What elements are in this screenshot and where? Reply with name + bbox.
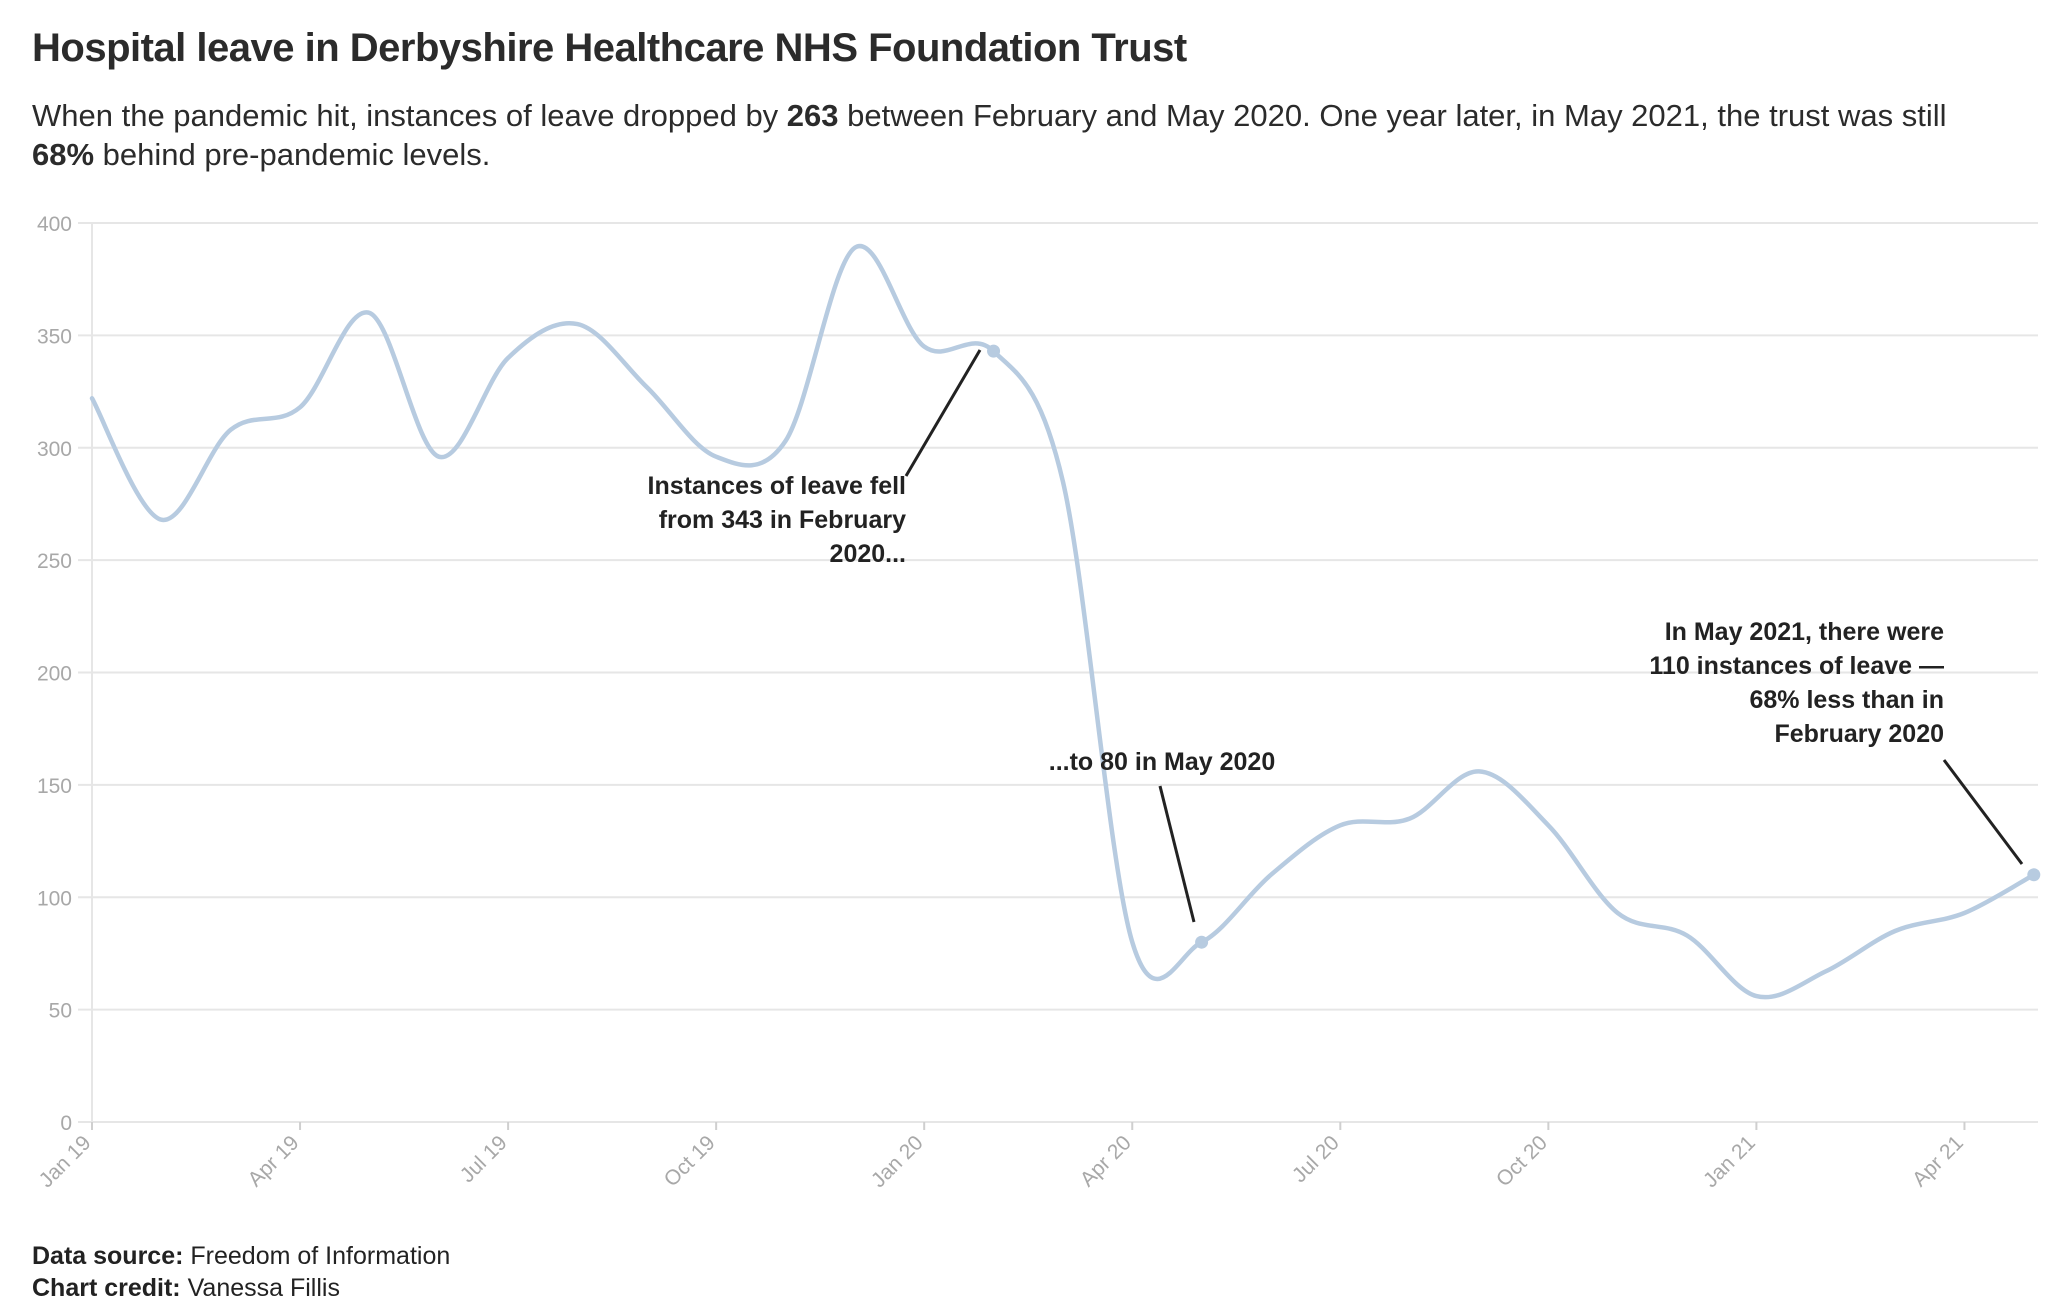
highlight-point bbox=[2027, 868, 2041, 882]
x-tick-label: Apr 19 bbox=[244, 1131, 304, 1191]
annotation-text: In May 2021, there were bbox=[1665, 618, 1944, 646]
annotation-text: 68% less than in bbox=[1749, 686, 1944, 714]
annotation-text: February 2020 bbox=[1774, 720, 1944, 748]
y-tick-label: 150 bbox=[37, 775, 72, 798]
y-tick-label: 400 bbox=[37, 213, 72, 236]
y-tick-label: 300 bbox=[37, 438, 72, 461]
data-source-value: Freedom of Information bbox=[190, 1242, 451, 1270]
annotation-text: 2020... bbox=[830, 540, 906, 568]
x-tick-label: Jul 19 bbox=[456, 1131, 512, 1187]
x-tick-label: Oct 19 bbox=[660, 1131, 720, 1191]
x-tick-label: Apr 21 bbox=[1908, 1131, 1968, 1191]
y-tick-label: 200 bbox=[37, 663, 72, 686]
annotation-text: from 343 in February bbox=[659, 506, 906, 534]
x-tick-label: Jan 19 bbox=[35, 1131, 96, 1192]
series-line bbox=[89, 243, 2037, 1000]
highlight-point bbox=[987, 344, 1001, 358]
x-tick-label: Jan 20 bbox=[867, 1131, 928, 1192]
annotation-text: 110 instances of leave — bbox=[1649, 652, 1944, 680]
subtitle-percent-value: 68% bbox=[32, 137, 95, 172]
data-source-line: Data source: Freedom of Information bbox=[32, 1240, 450, 1272]
chart-credit-line: Chart credit: Vanessa Fillis bbox=[32, 1272, 450, 1304]
subtitle-part2: between February and May 2020. One year … bbox=[838, 98, 1947, 133]
y-tick-label: 0 bbox=[60, 1112, 72, 1135]
x-tick-label: Oct 20 bbox=[1492, 1131, 1552, 1191]
y-tick-label: 350 bbox=[37, 325, 72, 348]
y-tick-label: 50 bbox=[49, 1000, 72, 1023]
chart-footer: Data source: Freedom of Information Char… bbox=[32, 1240, 450, 1304]
data-source-label: Data source: bbox=[32, 1242, 184, 1270]
chart-credit-value: Vanessa Fillis bbox=[187, 1274, 340, 1302]
subtitle-drop-value: 263 bbox=[786, 98, 839, 133]
annotation-connector bbox=[1158, 785, 1196, 923]
chart-title: Hospital leave in Derbyshire Healthcare … bbox=[32, 26, 1187, 70]
annotation-text: ...to 80 in May 2020 bbox=[1049, 748, 1276, 776]
x-tick-label: Apr 20 bbox=[1076, 1131, 1136, 1191]
y-tick-label: 250 bbox=[37, 550, 72, 573]
chart-subtitle: When the pandemic hit, instances of leav… bbox=[32, 96, 2012, 174]
subtitle-part3: behind pre-pandemic levels. bbox=[94, 137, 491, 172]
annotation-text: Instances of leave fell bbox=[648, 472, 906, 500]
x-tick-label: Jul 20 bbox=[1288, 1131, 1344, 1187]
line-chart: 0 50 100 150 200 250 300 350 400 Jan 19 Apr 19 Jul … bbox=[35, 213, 2041, 1192]
highlight-point bbox=[1195, 935, 1209, 949]
annotation-connector bbox=[1942, 759, 2024, 865]
annotation-connector bbox=[904, 349, 982, 477]
subtitle-part1: When the pandemic hit, instances of leav… bbox=[32, 98, 787, 133]
x-tick-label: Jan 21 bbox=[1699, 1131, 1760, 1192]
chart-credit-label: Chart credit: bbox=[32, 1274, 181, 1302]
y-tick-label: 100 bbox=[37, 887, 72, 910]
